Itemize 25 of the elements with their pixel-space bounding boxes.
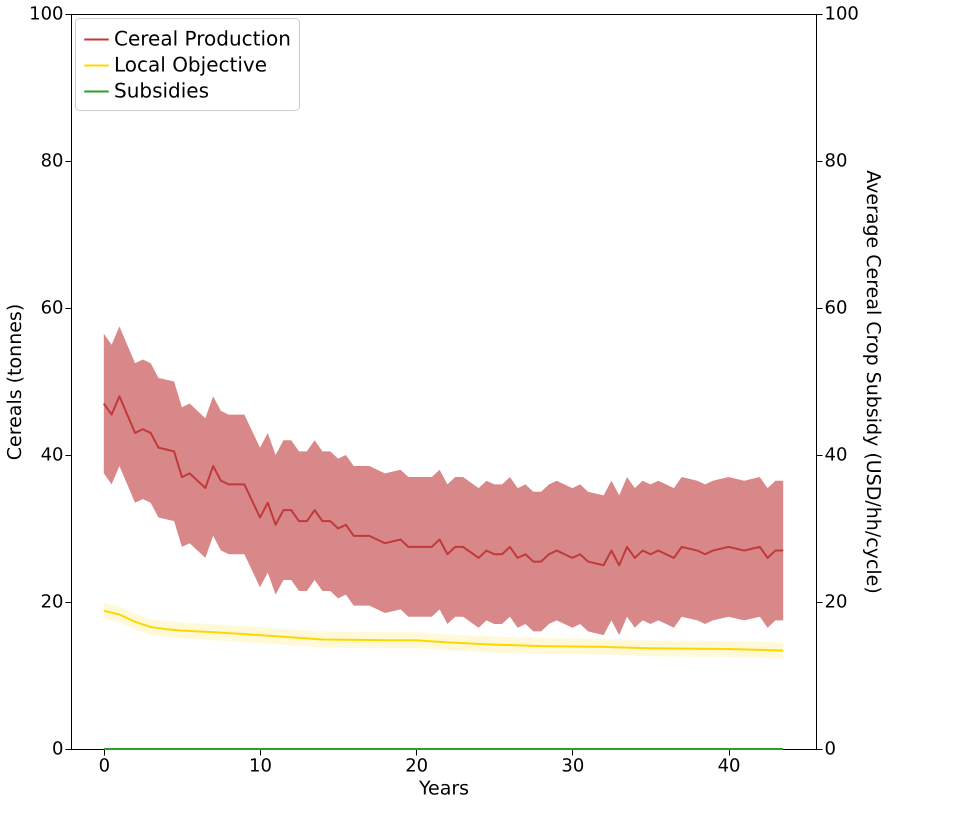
y-tick-label: 0 (52, 738, 64, 760)
y-tick-label: 20 (40, 592, 64, 612)
y-axis-title: Cereals (tonnes) (4, 304, 26, 460)
y2-tick-label: 40 (824, 444, 848, 466)
x-tick-label: 30 (561, 756, 584, 776)
line-series (102, 610, 784, 652)
x-tick-label: 0 (98, 756, 110, 776)
y-tick-label: 100 (29, 4, 64, 24)
y-tick-label: 60 (40, 298, 64, 318)
y2-tick-label: 0 (824, 738, 836, 760)
line-series (102, 395, 784, 566)
x-tick-label: 10 (249, 756, 272, 776)
y2-tick-label: 100 (824, 4, 859, 24)
legend-label: Local Objective (114, 52, 268, 76)
y2-axis-title: Average Cereal Crop Subsidy (USD/hh/cycle) (862, 170, 884, 594)
y2-tick-label: 80 (824, 150, 848, 172)
legend-label: Subsidies (114, 78, 210, 102)
y2-tick-label: 20 (824, 592, 848, 612)
y-tick-label: 40 (40, 444, 64, 466)
x-tick-label: 40 (718, 756, 740, 776)
legend-label: Cereal Production (114, 26, 291, 50)
x-tick-label: 20 (405, 756, 428, 776)
x-axis-title: Years (418, 778, 470, 800)
y2-tick-label: 60 (824, 298, 848, 318)
y-tick-label: 80 (40, 150, 64, 172)
